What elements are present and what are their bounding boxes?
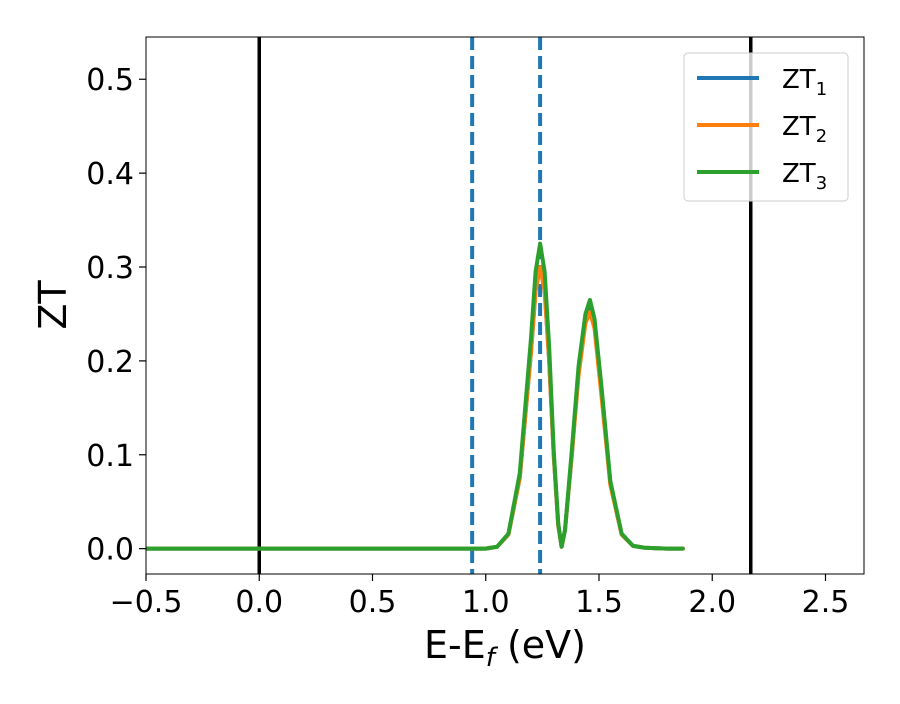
plot-frame [145,36,865,575]
x-axis-ticks: −0.5 0.0 0.5 1.0 1.5 2.0 2.5 [110,574,850,620]
x-tick-label: 2.5 [802,585,850,620]
x-tick-label: 0.0 [235,585,283,620]
series-layer [146,241,685,551]
x-axis-label: E-Ef (eV) [424,623,586,673]
legend-label-zt2: ZT2 [782,112,827,147]
legend: ZT1 ZT2 ZT3 [683,52,849,202]
y-tick-label: 0.1 [86,439,134,474]
legend-frame [683,52,849,202]
x-tick-label: 1.5 [575,585,623,620]
x-tick-label: 0.5 [349,585,397,620]
legend-label-zt1: ZT1 [782,65,827,100]
x-tick-label: 2.0 [688,585,736,620]
series-line-zt3 [146,241,685,551]
y-axis-label: ZT [31,280,75,330]
y-tick-label: 0.3 [86,251,134,286]
y-tick-label: 0.2 [86,345,134,380]
legend-label-zt3: ZT3 [782,159,827,194]
y-tick-label: 0.0 [86,533,134,568]
y-axis-ticks: 0.0 0.1 0.2 0.3 0.4 0.5 [86,63,146,568]
y-tick-label: 0.4 [86,157,134,192]
y-tick-label: 0.5 [86,63,134,98]
vertical-reference-lines [257,37,753,574]
x-tick-label: 1.0 [462,585,510,620]
x-tick-label: −0.5 [110,585,183,620]
